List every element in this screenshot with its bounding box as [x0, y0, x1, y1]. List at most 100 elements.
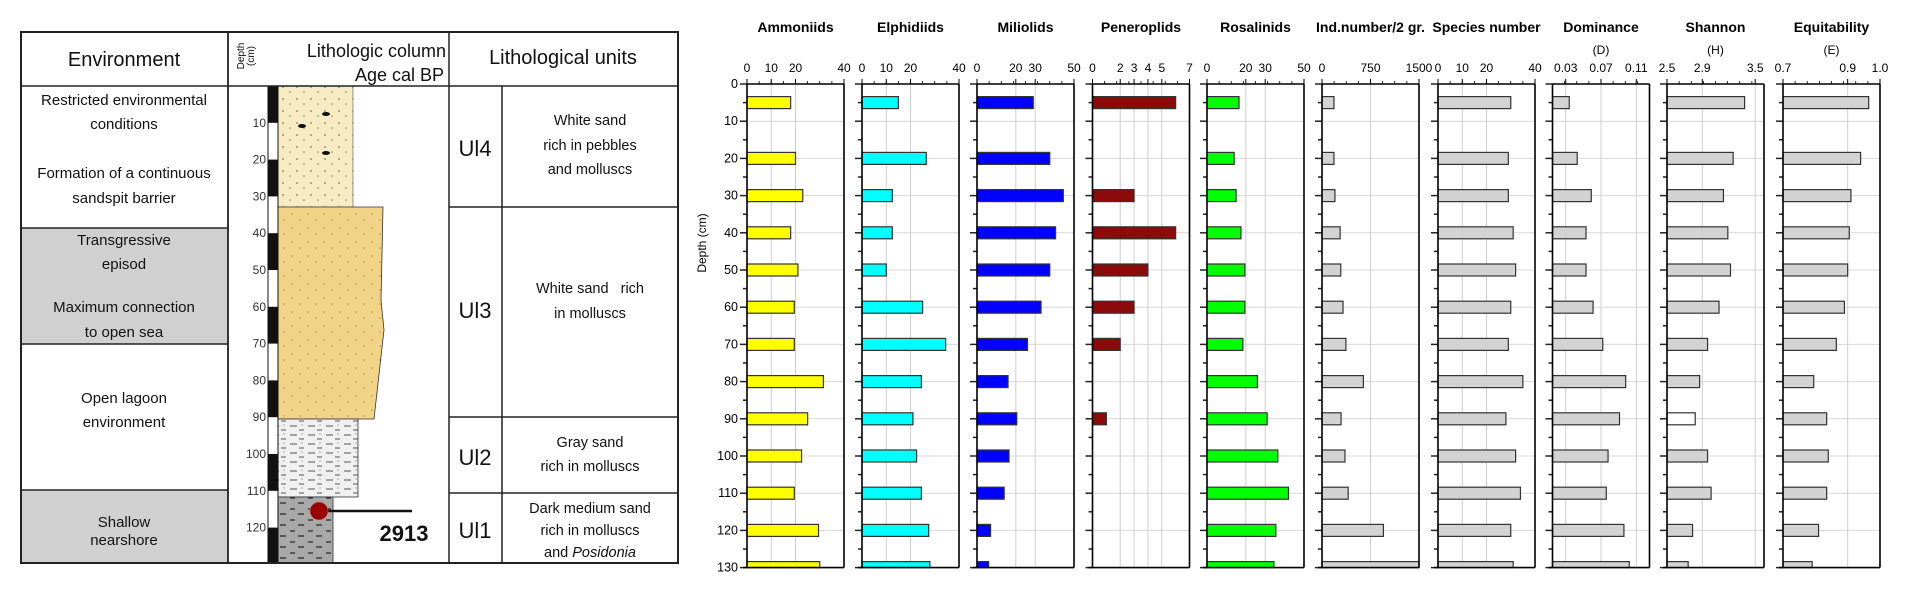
env-text: to open sea: [85, 324, 164, 341]
bar-depth-80: [1321, 375, 1364, 389]
x-tick-label: 30: [1029, 61, 1043, 75]
x-tick-label: 5: [1158, 61, 1165, 75]
header-lithologic-column: Lithologic column: [307, 41, 446, 61]
bar-depth-90: [1782, 412, 1828, 426]
x-tick-label: 40: [1528, 61, 1542, 75]
bar-depth-120: [1666, 523, 1694, 538]
env-text: environment: [83, 414, 166, 431]
bar-depth-100: [1437, 449, 1517, 463]
env-text: Restricted environmental: [41, 92, 207, 109]
bar-depth-110: [1321, 486, 1349, 500]
bar-depth-5: [1091, 95, 1177, 110]
bar-depth-5: [1551, 95, 1570, 110]
bar-depth-70: [1782, 337, 1837, 351]
bar-depth-110: [861, 486, 923, 500]
bar-depth-5: [861, 95, 899, 110]
pebble-icon: [322, 151, 330, 155]
bar-depth-40: [1551, 226, 1587, 240]
bar-depth-100: [1321, 449, 1346, 463]
x-tick-label: 40: [837, 61, 851, 75]
y-tick-label: 10: [724, 114, 738, 128]
bar-depth-110: [1782, 486, 1828, 500]
env-text: conditions: [90, 116, 158, 133]
x-tick-label: 2.5: [1659, 61, 1676, 75]
unit-description: White sand rich: [536, 281, 644, 297]
bar-depth-50: [746, 263, 799, 277]
bar-depth-120: [746, 523, 820, 538]
bar-depth-70: [746, 337, 795, 351]
bar-depth-100: [976, 449, 1010, 463]
bar-depth-20: [1551, 151, 1578, 165]
x-tick-label: 0.07: [1589, 61, 1613, 75]
bar-depth-70: [1437, 337, 1509, 351]
panel-miliolids: 0 20 30 50 Miliolids: [970, 19, 1081, 569]
bar-depth-120: [976, 523, 992, 538]
bar-depth-90: [861, 412, 914, 426]
bar-depth-70: [1321, 337, 1347, 351]
bar-depth-90: [1437, 412, 1507, 426]
bar-depth-110: [746, 486, 795, 500]
bar-depth-100: [861, 449, 918, 463]
bar-depth-130: [1782, 560, 1813, 569]
panel-title: Species number: [1432, 19, 1541, 35]
x-tick-label: 0.11: [1625, 61, 1648, 75]
x-tick-label: 0: [1204, 61, 1211, 75]
env-text: episod: [102, 256, 146, 273]
bar-depth-30: [976, 189, 1064, 203]
bar-depth-50: [1206, 263, 1246, 277]
panel-ammoniids: 0 10 20 40 Ammoniids: [740, 19, 851, 569]
bar-depth-50: [861, 263, 887, 277]
y-tick-label: 50: [724, 263, 738, 277]
panel-title: Elphidiids: [877, 19, 944, 35]
bar-depth-20: [1782, 151, 1862, 165]
bar-depth-130: [861, 560, 931, 569]
bar-depth-100: [1666, 449, 1709, 463]
panel-title: Miliolids: [998, 19, 1054, 35]
panel-title: Peneroplids: [1101, 19, 1181, 35]
bar-depth-30: [1206, 189, 1237, 203]
bar-depth-70: [861, 337, 947, 351]
bar-depth-130: [1321, 560, 1420, 569]
unit-description-text: and: [544, 545, 572, 561]
bar-depth-80: [1437, 375, 1524, 389]
bar-depth-40: [861, 226, 893, 240]
bar-depth-120: [1551, 523, 1625, 538]
layer-ul2: [277, 418, 359, 498]
bar-depth-40: [1206, 226, 1242, 240]
x-tick-label: 2: [1117, 61, 1124, 75]
panel-subtitle: (D): [1593, 43, 1610, 57]
env-row-shaded: [21, 228, 228, 344]
bar-depth-90: [1206, 412, 1268, 426]
x-tick-label: 0.7: [1775, 61, 1792, 75]
x-tick-label: 0: [859, 61, 866, 75]
bar-depth-50: [1437, 263, 1517, 277]
x-tick-label: 20: [1239, 61, 1253, 75]
panel-title: Equitability: [1794, 19, 1870, 35]
scale-bar-segment: [268, 86, 278, 123]
bar-depth-110: [1551, 486, 1607, 500]
bar-depth-80: [861, 375, 923, 389]
depth-label: 30: [253, 189, 267, 203]
panel-peneroplids: 0 2 3 4 5 7 Peneroplids: [1085, 19, 1193, 569]
bar-depth-120: [861, 523, 930, 538]
panel-elphidiids: 0 10 20 40 Elphidiids: [855, 19, 966, 569]
bar-depth-30: [1091, 189, 1135, 203]
x-tick-label: 30: [1259, 61, 1273, 75]
y-tick-label: 30: [724, 189, 738, 203]
y-tick-label: 90: [724, 412, 738, 426]
header-depth: Depth (cm): [236, 43, 257, 70]
unit-description: and molluscs: [548, 162, 633, 178]
bar-depth-60: [1551, 300, 1594, 314]
x-tick-label: 50: [1297, 61, 1311, 75]
bar-depth-20: [861, 151, 927, 165]
bar-depth-100: [746, 449, 803, 463]
bar-depth-120: [1206, 523, 1277, 538]
bar-depth-5: [1206, 95, 1240, 110]
x-tick-label: 750: [1360, 61, 1380, 75]
panel-ind-number-gr-: 0 750 1500 Ind.number/2 gr.: [1315, 19, 1433, 569]
depth-label: 70: [253, 337, 267, 351]
bar-depth-60: [1091, 300, 1135, 314]
bar-depth-5: [1666, 95, 1746, 110]
env-text: Formation of a continuous: [37, 165, 210, 182]
depth-label: 80: [253, 373, 267, 387]
